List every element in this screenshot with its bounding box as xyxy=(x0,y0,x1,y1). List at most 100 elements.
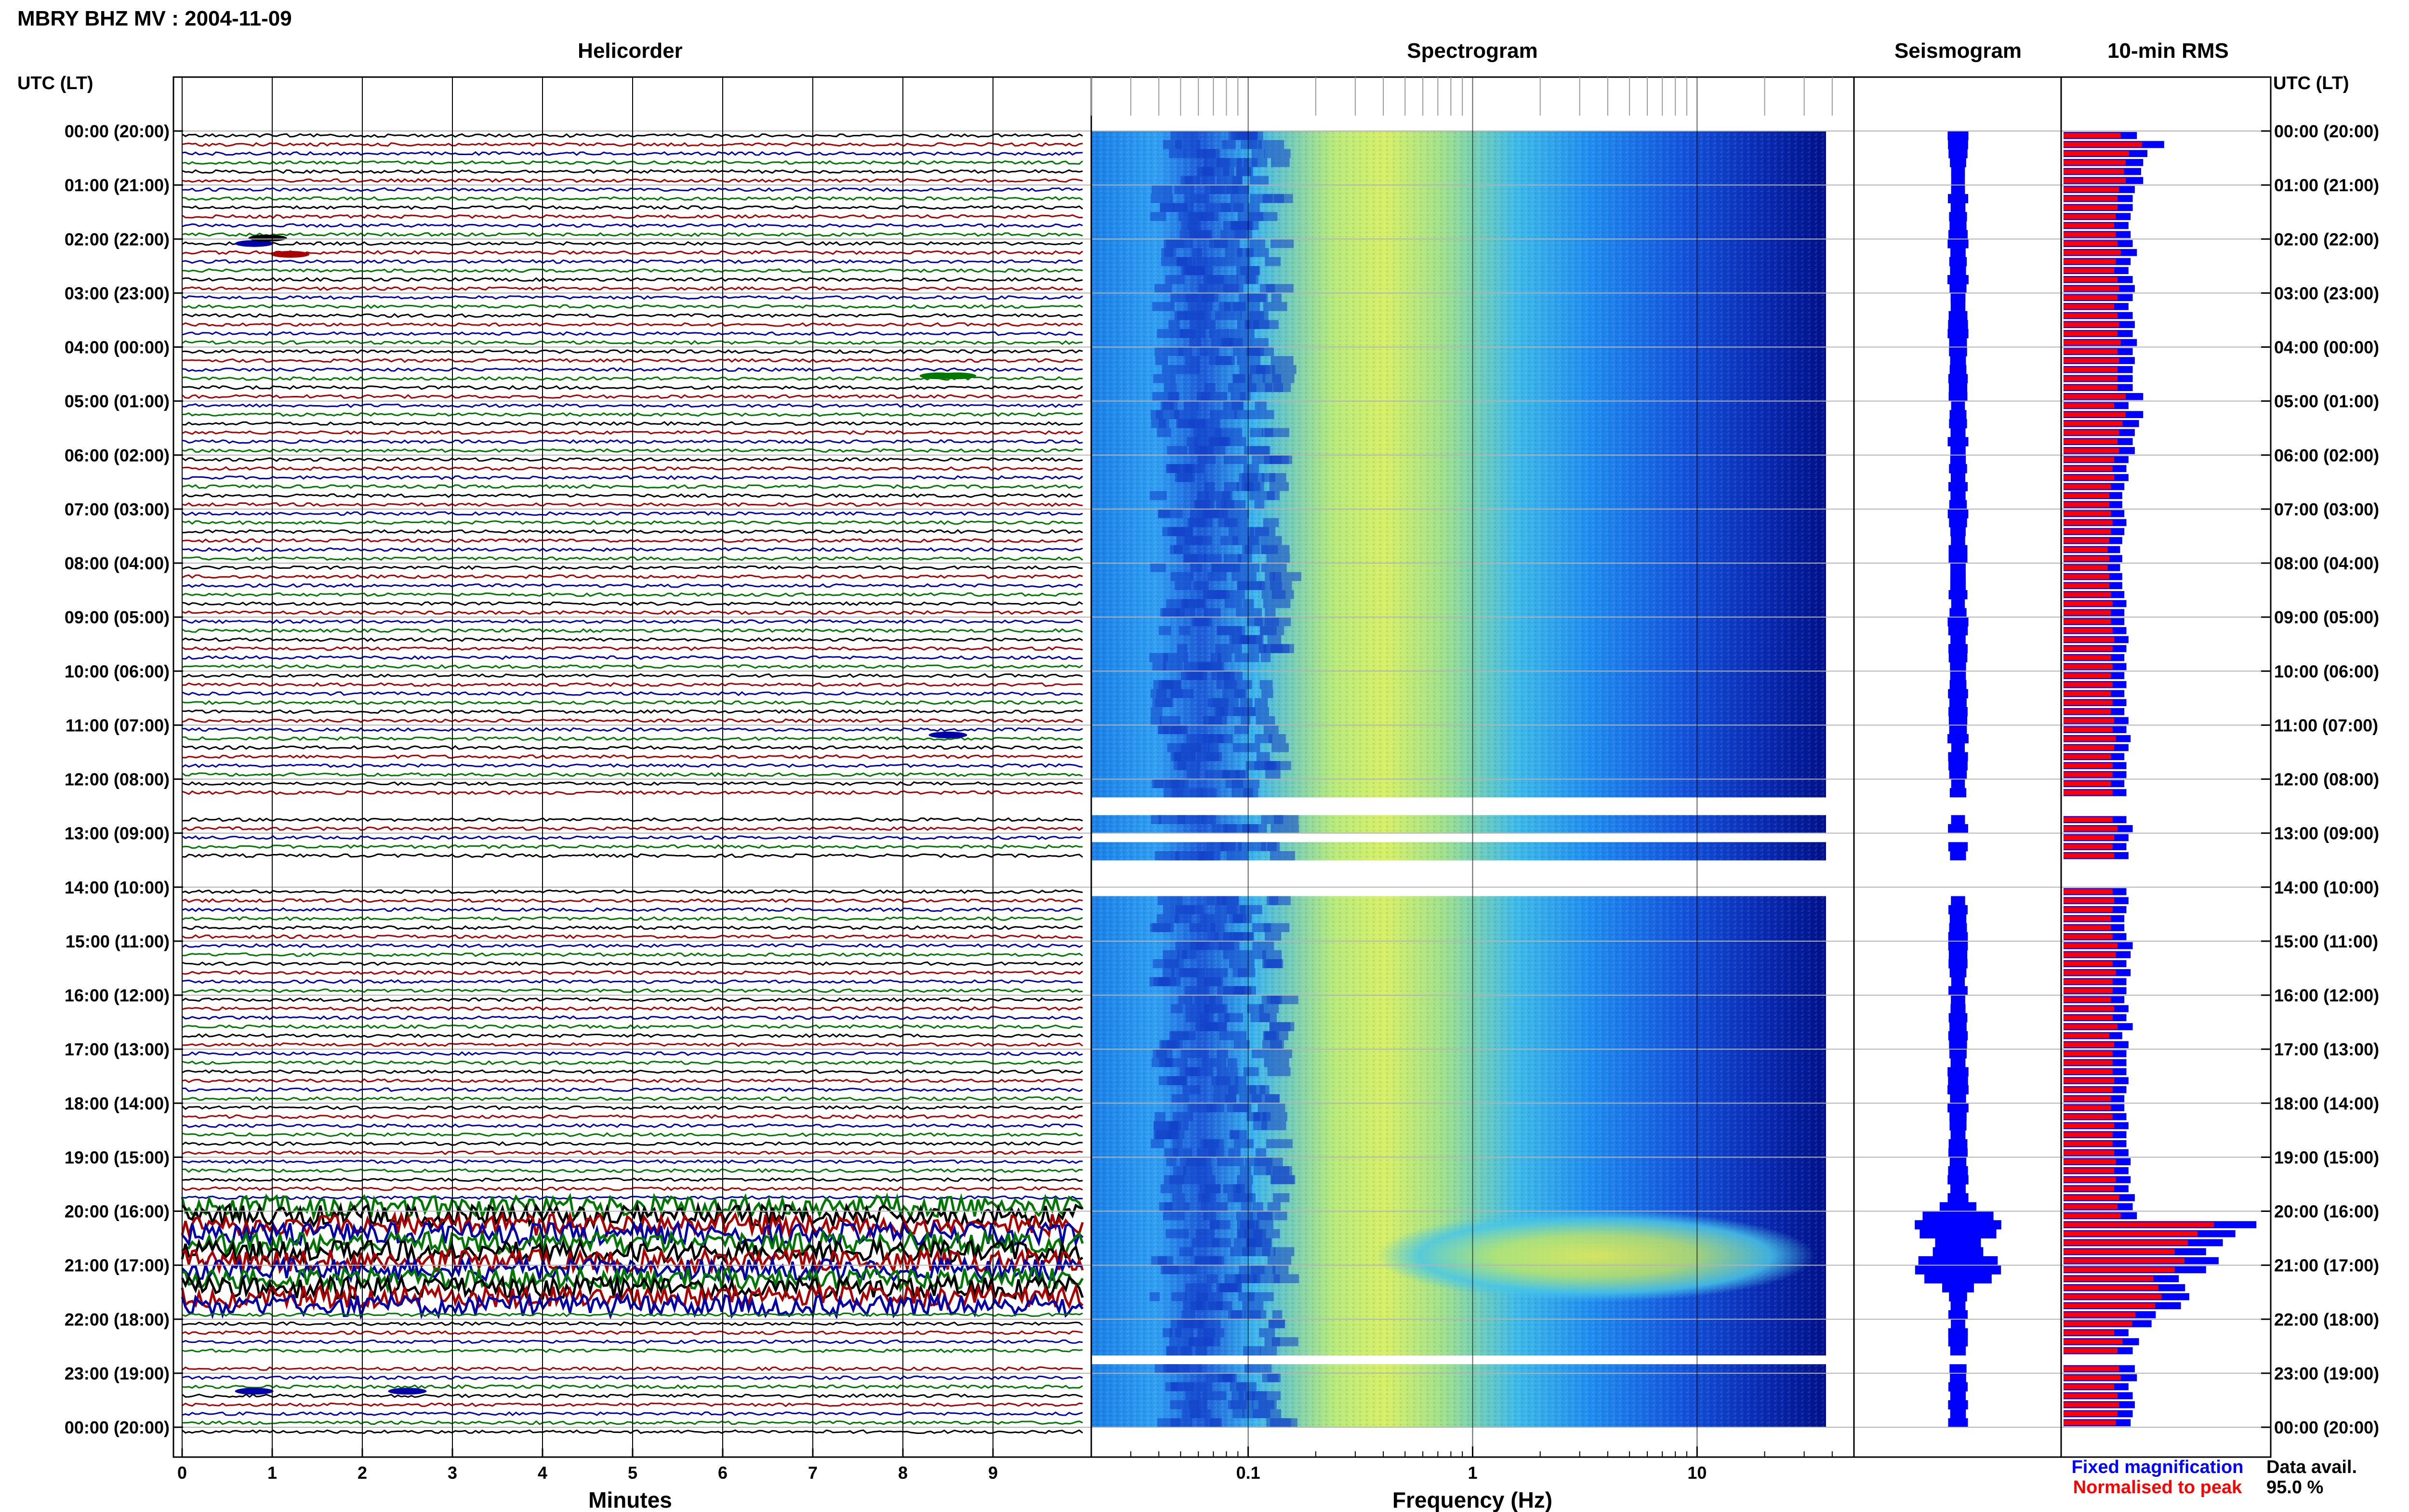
rms-bar-normalised xyxy=(2064,385,2118,390)
spectrogram-noise xyxy=(1091,482,1826,492)
spectrogram-cell xyxy=(1174,410,1197,420)
spectrogram-cell xyxy=(1265,617,1279,627)
spectrogram-cell xyxy=(1231,572,1257,581)
spectrogram-cell xyxy=(1182,1085,1201,1095)
seismogram-segment xyxy=(1950,266,1966,276)
spectrogram-panel xyxy=(1091,131,1826,1428)
spectrogram-noise xyxy=(1091,662,1826,671)
spectrogram-noise xyxy=(1091,509,1826,519)
spectrogram-noise xyxy=(1091,1040,1826,1050)
rms-bar-normalised xyxy=(2064,349,2118,354)
minute-tick-label: 7 xyxy=(808,1463,818,1483)
spectrogram-cell xyxy=(1250,428,1263,437)
spectrogram-cell xyxy=(1212,824,1227,834)
spectrogram-noise xyxy=(1091,464,1826,473)
spectrogram-cell xyxy=(1170,689,1194,698)
spectrogram-cell xyxy=(1193,257,1222,266)
spectrogram-cell xyxy=(1262,1040,1282,1050)
spectrogram-cell xyxy=(1163,1265,1182,1275)
spectrogram-cell xyxy=(1154,851,1179,861)
data-avail-value: 95.0 % xyxy=(2266,1477,2323,1498)
spectrogram-cell xyxy=(1216,1301,1232,1311)
seismogram-segment xyxy=(1949,1112,1967,1122)
rms-panel xyxy=(2064,132,2257,1426)
seismogram-segment xyxy=(1950,635,1966,644)
rms-bar-normalised xyxy=(2064,1204,2118,1210)
seismogram-segment xyxy=(1947,437,1969,447)
rms-bar-normalised xyxy=(2064,1177,2116,1183)
spectrogram-cell xyxy=(1252,1049,1269,1059)
spectrogram-cell xyxy=(1189,1337,1213,1347)
spectrogram-cell xyxy=(1152,185,1172,195)
seismogram-segment xyxy=(1949,698,1967,708)
spectrogram-event xyxy=(1376,1210,1815,1302)
spectrogram-cell xyxy=(1244,1229,1266,1239)
spectrogram-cell xyxy=(1151,194,1173,204)
spectrogram-noise xyxy=(1091,968,1826,978)
spectrogram-cell xyxy=(1167,446,1187,456)
spectrogram-cell xyxy=(1218,1013,1230,1023)
spectrogram-noise xyxy=(1091,1373,1826,1383)
seismogram-segment xyxy=(1948,149,1968,158)
spectrogram-cell xyxy=(1157,977,1170,986)
rms-bar-normalised xyxy=(2064,646,2113,651)
spectrogram-cell xyxy=(1163,662,1183,671)
rms-bar-normalised xyxy=(2064,223,2115,228)
seismogram-segment xyxy=(1949,1040,1967,1050)
spectrogram-cell xyxy=(1192,1238,1219,1248)
seismogram-segment xyxy=(1949,464,1967,473)
seismogram-segment xyxy=(1935,1238,1981,1248)
rms-bar-normalised xyxy=(2064,763,2113,768)
rms-bar-normalised xyxy=(2064,925,2111,930)
rms-bar-normalised xyxy=(2064,439,2118,444)
time-label-left: 04:00 (00:00) xyxy=(65,338,170,357)
spectrogram-cell xyxy=(1247,950,1266,960)
spectrogram-cell xyxy=(1209,329,1229,339)
rms-bar-normalised xyxy=(2064,403,2115,408)
rms-title: 10-min RMS xyxy=(2107,39,2229,63)
spectrogram-cell xyxy=(1254,617,1267,627)
spectrogram-noise xyxy=(1091,770,1826,780)
rms-bar-normalised xyxy=(2064,259,2116,264)
rms-bar-normalised xyxy=(2064,700,2113,705)
time-label-right: 05:00 (01:00) xyxy=(2274,392,2379,411)
seismogram-segment xyxy=(1950,1373,1966,1383)
spectrogram-cell xyxy=(1162,608,1185,618)
seismogram-segment xyxy=(1950,671,1966,681)
spectrogram-noise xyxy=(1091,590,1826,600)
spectrogram-cell xyxy=(1151,815,1162,825)
time-label-left: 01:00 (21:00) xyxy=(65,175,170,195)
seismogram-segment xyxy=(1949,257,1967,266)
spectrogram-noise xyxy=(1091,266,1826,276)
spectrogram-cell xyxy=(1244,1310,1261,1320)
seismogram-segment xyxy=(1948,1400,1968,1410)
spectrogram-cell xyxy=(1152,1058,1173,1068)
spectrogram-noise xyxy=(1091,644,1826,654)
spectrogram-cell xyxy=(1201,392,1228,402)
rms-bar-normalised xyxy=(2064,1339,2123,1344)
spectrogram-cell xyxy=(1197,491,1209,500)
spectrogram-cell xyxy=(1219,437,1246,447)
seismogram-segment xyxy=(1947,239,1969,249)
spectrogram-cell xyxy=(1194,617,1212,627)
spectrogram-cell xyxy=(1272,1265,1289,1275)
seismogram-segment xyxy=(1948,374,1968,383)
spectrogram-cell xyxy=(1213,1085,1228,1095)
time-label-left: 20:00 (16:00) xyxy=(65,1202,170,1222)
spectrogram-cell xyxy=(1256,716,1275,725)
spectrogram-cell xyxy=(1186,671,1207,681)
spectrogram-cell xyxy=(1265,932,1282,942)
axes xyxy=(172,76,2272,1458)
seismogram-segment xyxy=(1948,590,1968,600)
rms-bar-normalised xyxy=(2064,718,2115,723)
rms-bar-normalised xyxy=(2064,1231,2198,1236)
time-label-left: 14:00 (10:00) xyxy=(65,878,170,897)
spectrogram-cell xyxy=(1227,329,1255,339)
spectrogram-cell xyxy=(1252,1400,1274,1410)
rms-bar-normalised xyxy=(2064,205,2118,210)
spectrogram-cell xyxy=(1265,608,1276,618)
spectrogram-cell xyxy=(1213,698,1239,708)
spectrogram-cell xyxy=(1170,572,1193,581)
rms-bar-normalised xyxy=(2064,556,2110,561)
spectrogram-cell xyxy=(1262,1247,1276,1257)
